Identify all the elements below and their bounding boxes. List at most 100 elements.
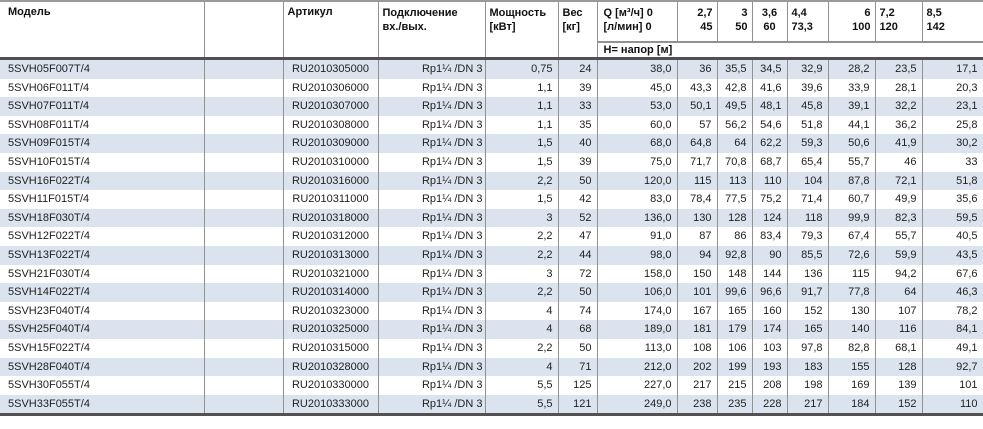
cell-article: RU2010312000 — [283, 227, 379, 246]
cell-power: 4 — [485, 301, 559, 321]
cell-article: RU2010316000 — [283, 171, 379, 191]
cell-q0: 68,0 — [597, 134, 678, 153]
cell-model: 5SVH14F022T/4 — [0, 283, 205, 302]
cell-spacer — [204, 283, 284, 302]
cell-weight: 52 — [558, 208, 598, 228]
table-row: 5SVH11F015T/4 RU2010311000 Rp1¼ /DN 3 1,5 42… — [0, 190, 983, 209]
cell-power: 4 — [485, 357, 559, 377]
cell-head-flow-4: 79,3 — [787, 227, 829, 246]
col-header-flow-point-5: 6 100 — [828, 1, 876, 42]
cell-weight: 125 — [558, 376, 598, 395]
cell-head-flow-1: 217 — [677, 376, 718, 395]
cell-head-flow-4: 39,6 — [787, 78, 829, 98]
cell-connection: Rp1¼ /DN 3 — [378, 301, 486, 321]
cell-connection: Rp1¼ /DN 3 — [378, 78, 486, 98]
table-row: 5SVH07F011T/4 RU2010307000 Rp1¼ /DN 3 1,1 33… — [0, 97, 983, 116]
cell-head-flow-1: 87 — [677, 227, 718, 246]
cell-head-flow-6: 94,2 — [875, 264, 923, 284]
col-header-flowrate-q: Q [м³/ч] 0 [л/мин] 0 — [597, 1, 678, 42]
cell-spacer — [204, 115, 284, 135]
cell-model: 5SVH11F015T/4 — [0, 190, 205, 209]
table-row: 5SVH13F022T/4 RU2010313000 Rp1¼ /DN 3 2,2 44… — [0, 245, 983, 265]
cell-head-flow-3: 54,6 — [752, 115, 788, 135]
cell-spacer — [204, 208, 284, 228]
cell-power: 2,2 — [485, 245, 559, 265]
table-row: 5SVH06F011T/4 RU2010306000 Rp1¼ /DN 3 1,1 39… — [0, 78, 983, 98]
cell-head-flow-1: 50,1 — [677, 97, 718, 116]
cell-head-flow-3: 208 — [752, 376, 788, 395]
cell-power: 2,2 — [485, 227, 559, 246]
cell-head-flow-4: 118 — [787, 208, 829, 228]
cell-model: 5SVH12F022T/4 — [0, 227, 205, 246]
cell-head-flow-1: 43,3 — [677, 78, 718, 98]
cell-head-flow-5: 87,8 — [828, 171, 876, 191]
cell-spacer — [204, 171, 284, 191]
cell-head-flow-4: 97,8 — [787, 338, 829, 358]
cell-head-flow-7: 92,7 — [922, 357, 983, 377]
cell-head-flow-1: 57 — [677, 115, 718, 135]
cell-head-flow-6: 59,9 — [875, 245, 923, 265]
cell-weight: 35 — [558, 115, 598, 135]
cell-head-flow-2: 49,5 — [717, 97, 753, 116]
cell-model: 5SVH10F015T/4 — [0, 152, 205, 172]
cell-head-flow-6: 55,7 — [875, 227, 923, 246]
cell-head-flow-5: 50,6 — [828, 134, 876, 153]
cell-head-flow-5: 82,8 — [828, 338, 876, 358]
col-header-connection-line1: Подключение — [382, 7, 458, 19]
cell-power: 0,75 — [485, 58, 559, 79]
table-row: 5SVH09F015T/4 RU2010309000 Rp1¼ /DN 3 1,5 40… — [0, 134, 983, 153]
cell-head-flow-2: 64 — [717, 134, 753, 153]
cell-head-flow-5: 169 — [828, 376, 876, 395]
cell-head-flow-5: 184 — [828, 394, 876, 417]
cell-head-flow-4: 104 — [787, 171, 829, 191]
cell-model: 5SVH16F022T/4 — [0, 171, 205, 191]
cell-head-flow-1: 150 — [677, 264, 718, 284]
cell-head-flow-7: 84,1 — [922, 320, 983, 339]
cell-article: RU2010306000 — [283, 78, 379, 98]
cell-spacer — [204, 78, 284, 98]
col-header-connection: Подключение вх./вых. — [378, 1, 486, 60]
cell-spacer — [204, 338, 284, 358]
cell-weight: 42 — [558, 190, 598, 209]
cell-head-flow-2: 70,8 — [717, 152, 753, 172]
cell-head-flow-5: 39,1 — [828, 97, 876, 116]
cell-head-flow-2: 165 — [717, 301, 753, 321]
cell-head-flow-1: 181 — [677, 320, 718, 339]
cell-head-flow-2: 86 — [717, 227, 753, 246]
cell-power: 3 — [485, 208, 559, 228]
cell-head-flow-7: 33 — [922, 152, 983, 172]
cell-spacer — [204, 97, 284, 116]
table-row: 5SVH28F040T/4 RU2010328000 Rp1¼ /DN 3 4 71 21… — [0, 357, 983, 377]
cell-head-flow-6: 36,2 — [875, 115, 923, 135]
cell-head-flow-2: 77,5 — [717, 190, 753, 209]
cell-head-flow-7: 30,2 — [922, 134, 983, 153]
col-header-article: Артикул — [283, 1, 379, 60]
cell-article: RU2010330000 — [283, 376, 379, 395]
cell-head-flow-4: 51,8 — [787, 115, 829, 135]
cell-head-flow-4: 217 — [787, 394, 829, 417]
cell-power: 2,2 — [485, 283, 559, 302]
cell-model: 5SVH09F015T/4 — [0, 134, 205, 153]
cell-head-flow-7: 67,6 — [922, 264, 983, 284]
table-row: 5SVH16F022T/4 RU2010316000 Rp1¼ /DN 3 2,2 50… — [0, 171, 983, 191]
cell-head-flow-6: 49,9 — [875, 190, 923, 209]
cell-head-flow-2: 215 — [717, 376, 753, 395]
cell-head-flow-4: 65,4 — [787, 152, 829, 172]
cell-model: 5SVH33F055T/4 — [0, 394, 205, 417]
cell-head-flow-7: 49,1 — [922, 338, 983, 358]
col-header-flow-point-2: 3 50 — [717, 1, 753, 42]
cell-head-flow-3: 75,2 — [752, 190, 788, 209]
cell-spacer — [204, 301, 284, 321]
cell-head-flow-5: 60,7 — [828, 190, 876, 209]
cell-head-flow-3: 96,6 — [752, 283, 788, 302]
cell-power: 3 — [485, 264, 559, 284]
cell-q0: 120,0 — [597, 171, 678, 191]
cell-spacer — [204, 227, 284, 246]
cell-article: RU2010323000 — [283, 301, 379, 321]
cell-article: RU2010328000 — [283, 357, 379, 377]
cell-article: RU2010321000 — [283, 264, 379, 284]
cell-connection: Rp1¼ /DN 3 — [378, 115, 486, 135]
cell-head-flow-4: 152 — [787, 301, 829, 321]
cell-head-flow-7: 101 — [922, 376, 983, 395]
cell-head-flow-6: 32,2 — [875, 97, 923, 116]
